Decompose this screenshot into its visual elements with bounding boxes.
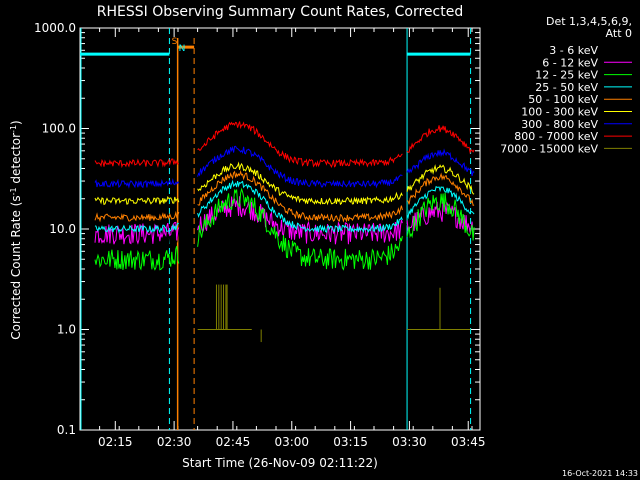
series-line xyxy=(197,121,403,169)
y-tick-label: 1000.0 xyxy=(34,21,76,35)
night-flag-label: N xyxy=(179,44,186,54)
y-tick-label: 100.0 xyxy=(42,122,76,136)
series-line xyxy=(197,179,403,234)
series-line xyxy=(197,187,403,271)
series-line xyxy=(406,172,475,206)
y-tick-label: 1.0 xyxy=(57,323,76,337)
y-tick-label: 0.1 xyxy=(57,423,76,437)
x-tick-label: 02:45 xyxy=(216,435,251,449)
y-axis-label: Corrected Count Rate (s-1 detector-1) xyxy=(9,120,23,339)
legend-entry-label: 50 - 100 keV xyxy=(528,93,598,106)
series-line xyxy=(406,192,475,241)
legend-entry-label: 12 - 25 keV xyxy=(535,69,598,82)
legend-entry-label: 3 - 6 keV xyxy=(549,44,598,57)
y-axis-label-mid: detector xyxy=(9,133,23,188)
series-line xyxy=(197,161,403,206)
x-tick-label: 02:15 xyxy=(98,435,133,449)
x-tick-label: 03:45 xyxy=(451,435,486,449)
y-axis-label-main: Corrected Count Rate (s xyxy=(9,195,23,339)
plot-area: 1000.0 100.0 10.0 1.0 0.1 02:15 02:30 02:45 03:0… xyxy=(34,21,486,449)
legend-entry-label: 25 - 50 keV xyxy=(535,81,598,94)
series-line xyxy=(406,148,475,177)
series-line xyxy=(197,169,403,223)
series-line xyxy=(94,221,180,245)
legend-entry-label: 300 - 800 keV xyxy=(521,118,598,131)
x-tick-label: 02:30 xyxy=(157,435,192,449)
series-line xyxy=(94,158,180,169)
legend-entry-label: 7000 - 15000 keV xyxy=(500,142,598,155)
legend-header-detectors: Det 1,3,4,5,6,9, xyxy=(546,15,632,28)
y-axis-label-sup2: -1 xyxy=(9,125,18,133)
y-axis-label-end: ) xyxy=(9,120,23,125)
timestamp: 16-Oct-2021 14:33 xyxy=(562,469,638,478)
x-tick-label: 03:15 xyxy=(333,435,368,449)
series-line xyxy=(94,225,180,247)
series-line xyxy=(197,196,403,245)
x-tick-label: 03:00 xyxy=(274,435,309,449)
series-line xyxy=(94,245,180,271)
y-axis-label-sup1: -1 xyxy=(9,187,18,195)
legend-entry-label: 6 - 12 keV xyxy=(542,56,598,69)
series-line xyxy=(406,125,475,155)
series-line xyxy=(197,145,403,189)
y-tick-label: 10.0 xyxy=(49,222,76,236)
chart-title: RHESSI Observing Summary Count Rates, Co… xyxy=(97,4,463,20)
series-line xyxy=(94,195,180,206)
series-line xyxy=(406,185,475,220)
saa-flag-label: S xyxy=(172,37,178,47)
legend-header-attenuator: Att 0 xyxy=(606,27,632,40)
series-line xyxy=(94,210,180,223)
legend-entry-label: 800 - 7000 keV xyxy=(514,130,598,143)
x-tick-label: 03:30 xyxy=(392,435,427,449)
series-line xyxy=(94,222,179,234)
series-line xyxy=(94,178,180,189)
legend-entry-label: 100 - 300 keV xyxy=(521,106,598,119)
series-line xyxy=(406,164,475,195)
x-axis-label: Start Time (26-Nov-09 02:11:22) xyxy=(182,456,378,470)
